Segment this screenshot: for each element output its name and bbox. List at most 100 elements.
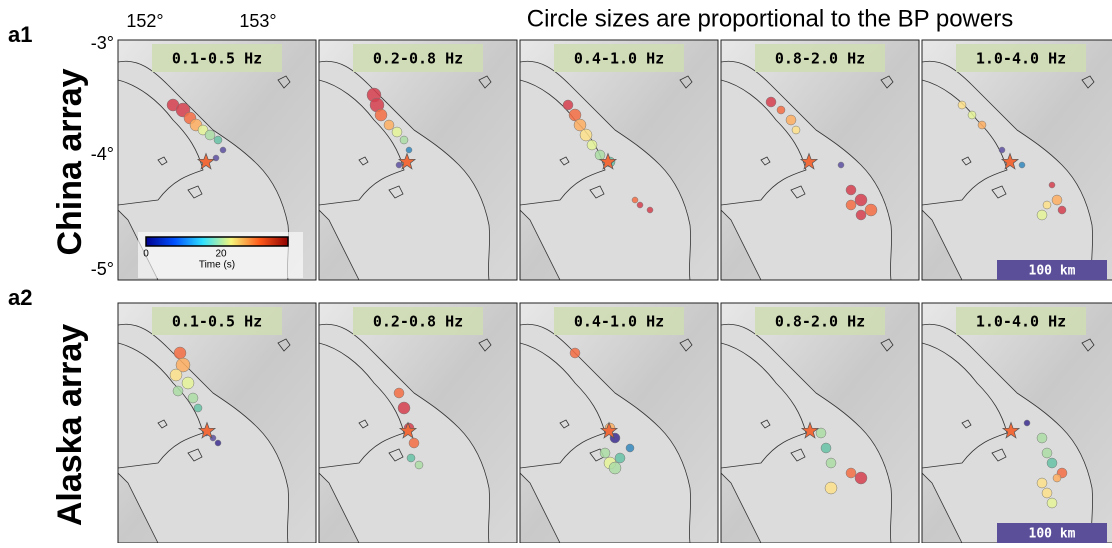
freq-label: 0.8-2.0 Hz	[775, 50, 865, 68]
panel-label: a2	[8, 285, 32, 310]
bp-source	[375, 109, 387, 121]
bp-source	[1019, 162, 1025, 168]
bp-source	[855, 194, 867, 206]
bp-source	[384, 120, 394, 130]
freq-label: 0.1-0.5 Hz	[172, 313, 262, 331]
lat-tick: -4°	[91, 144, 114, 164]
bp-source	[1052, 195, 1062, 205]
freq-label: 0.8-2.0 Hz	[775, 313, 865, 331]
bp-source	[1047, 498, 1057, 508]
colorbar-tick: 0	[143, 249, 149, 260]
bp-source	[1042, 448, 1052, 458]
bp-source	[394, 388, 404, 398]
bp-source	[958, 101, 966, 109]
bp-source	[1037, 433, 1047, 443]
map-background	[922, 303, 1112, 543]
bp-source	[632, 197, 638, 203]
bp-source	[999, 147, 1005, 153]
figure: Circle sizes are proportional to the BP …	[0, 0, 1112, 543]
bp-source	[637, 202, 643, 208]
map-panel: 0.2-0.8 Hz	[319, 40, 517, 280]
map-panel: 0.4-1.0 Hz	[520, 303, 718, 543]
panel-label: a1	[8, 22, 32, 47]
lat-tick: -5°	[91, 259, 114, 279]
map-panel: 1.0-4.0 Hz100 km	[922, 40, 1112, 280]
map-panel: 0.1-0.5 Hz 0 20Time (s)	[118, 40, 316, 280]
bp-source	[846, 200, 856, 210]
bp-source	[213, 155, 219, 161]
bp-source	[220, 147, 226, 153]
bp-source	[173, 386, 183, 396]
bp-source	[400, 136, 408, 144]
bp-source	[398, 402, 410, 414]
bp-source	[816, 428, 826, 438]
lat-tick: -3°	[91, 33, 114, 53]
bp-source	[821, 443, 831, 453]
freq-label: 0.4-1.0 Hz	[574, 50, 664, 68]
bp-source	[406, 147, 412, 153]
freq-label: 0.4-1.0 Hz	[574, 313, 664, 331]
bp-source	[855, 472, 867, 484]
bp-source	[1049, 182, 1055, 188]
bp-source	[846, 185, 856, 195]
bp-source	[595, 150, 605, 160]
bp-source	[600, 448, 610, 458]
bp-source	[838, 162, 844, 168]
bp-source	[570, 348, 580, 358]
title: Circle sizes are proportional to the BP …	[527, 5, 1013, 32]
bp-source	[1024, 420, 1030, 426]
bp-source	[1053, 474, 1061, 482]
bp-source	[846, 468, 856, 478]
bp-source	[1042, 488, 1052, 498]
bp-source	[407, 454, 415, 462]
bp-source	[174, 347, 186, 359]
map-background	[721, 40, 919, 280]
bp-source	[792, 126, 800, 134]
map-panel: 0.2-0.8 Hz	[319, 303, 517, 543]
bp-source	[968, 111, 976, 119]
map-background	[319, 40, 517, 280]
bp-source	[786, 115, 796, 125]
bp-source	[777, 106, 785, 114]
bp-source	[205, 130, 215, 140]
map-background	[520, 40, 718, 280]
freq-label: 0.2-0.8 Hz	[373, 313, 463, 331]
bp-source	[766, 97, 776, 107]
bp-source	[396, 162, 402, 168]
bp-source	[1037, 478, 1047, 488]
map-background	[319, 303, 517, 543]
scale-bar-label: 100 km	[1029, 264, 1076, 279]
bp-source	[978, 121, 986, 129]
map-panel: 0.8-2.0 Hz	[721, 303, 919, 543]
lon-tick: 153°	[239, 11, 276, 31]
bp-source	[647, 207, 653, 213]
colorbar-tick: 20	[215, 249, 227, 260]
bp-source	[415, 461, 423, 469]
bp-source	[580, 129, 592, 141]
freq-label: 0.2-0.8 Hz	[373, 50, 463, 68]
map-background	[118, 303, 316, 543]
map-panel: 0.4-1.0 Hz	[520, 40, 718, 280]
map-background	[520, 303, 718, 543]
scale-bar-label: 100 km	[1029, 527, 1076, 542]
bp-source	[170, 369, 182, 381]
array-label: China array	[51, 68, 89, 255]
array-label: Alaska array	[51, 324, 89, 526]
bp-source	[856, 210, 866, 220]
bp-source	[188, 393, 198, 403]
colorbar	[146, 237, 288, 246]
bp-source	[1047, 458, 1057, 468]
bp-source	[825, 482, 837, 494]
bp-source	[1043, 201, 1051, 209]
bp-source	[409, 438, 419, 448]
bp-source	[609, 462, 621, 474]
bp-source	[1037, 210, 1047, 220]
bp-source	[1058, 206, 1066, 214]
freq-label: 0.1-0.5 Hz	[172, 50, 262, 68]
lon-tick: 152°	[126, 11, 163, 31]
bp-source	[194, 404, 202, 412]
bp-source	[215, 440, 221, 446]
colorbar-label: Time (s)	[199, 260, 235, 271]
